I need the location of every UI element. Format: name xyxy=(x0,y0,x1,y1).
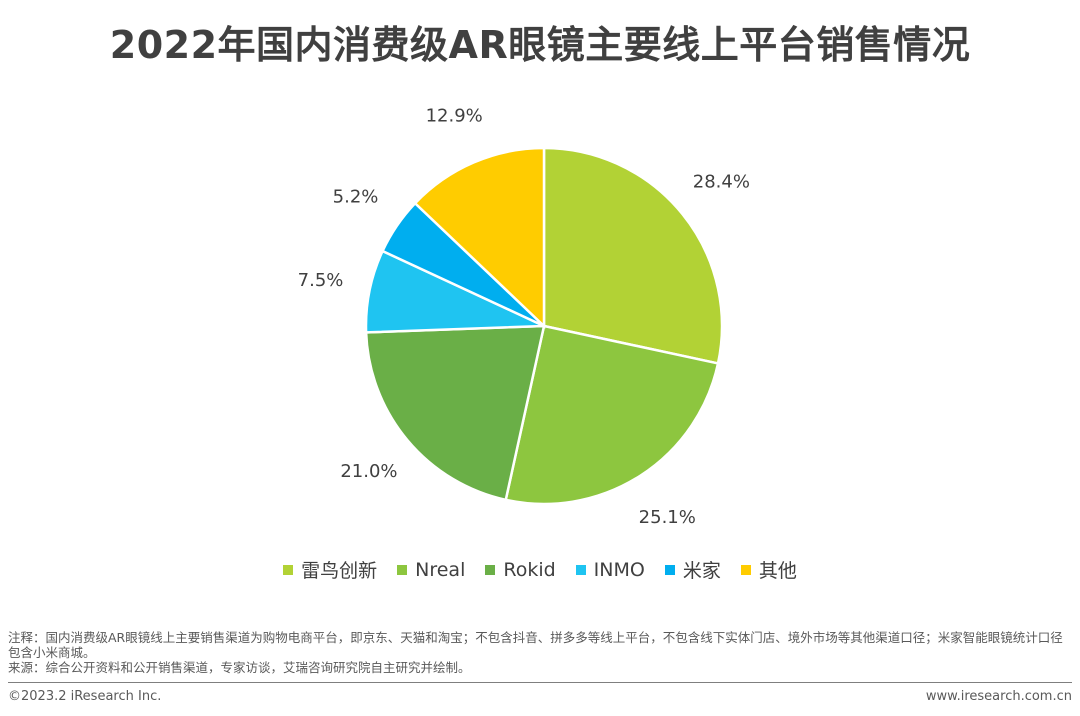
legend-label: Rokid xyxy=(503,558,556,581)
pie-slice-2 xyxy=(364,324,546,502)
pie-slice-1 xyxy=(504,324,720,506)
legend-label: 其他 xyxy=(758,560,797,582)
note-text: 注释：国内消费级AR眼镜线上主要销售渠道为购物电商平台，即京东、天猫和淘宝；不包… xyxy=(8,630,1063,660)
website-link[interactable]: www.iresearch.com.cn xyxy=(925,689,1072,704)
data-label-2: 21.0% xyxy=(340,461,397,482)
copyright-text: ©2023.2 iResearch Inc. xyxy=(8,689,162,704)
legend-item-0: 雷鸟创新 xyxy=(283,556,377,583)
chart-title: 2022年国内消费级AR眼镜主要线上平台销售情况 xyxy=(109,23,971,67)
chart-legend: 雷鸟创新 Nreal Rokid INMO 米家 其他 xyxy=(0,556,1080,583)
legend-item-4: 米家 xyxy=(664,556,721,583)
data-label-5: 12.9% xyxy=(426,105,483,126)
source-text: 来源：综合公开资料和公开销售渠道，专家访谈，艾瑞咨询研究院自主研究并绘制。 xyxy=(8,660,471,675)
legend-item-3: INMO xyxy=(575,558,645,581)
legend-swatch xyxy=(283,564,294,575)
data-label-4: 5.2% xyxy=(333,187,379,208)
pie-slice-5 xyxy=(413,146,546,329)
notes-block: 注释：国内消费级AR眼镜线上主要销售渠道为购物电商平台，即京东、天猫和淘宝；不包… xyxy=(8,630,1072,675)
legend-label: 米家 xyxy=(682,560,721,582)
data-label-3: 7.5% xyxy=(298,270,344,291)
pie-slice-0 xyxy=(542,146,724,365)
legend-swatch xyxy=(485,564,496,575)
legend-item-5: 其他 xyxy=(740,556,797,583)
legend-item-2: Rokid xyxy=(485,558,556,581)
legend-label: INMO xyxy=(593,558,645,581)
data-label-1: 25.1% xyxy=(639,507,696,528)
pie-chart: 28.4% 25.1% 21.0% 7.5% 5.2% 12.9% xyxy=(298,105,750,528)
legend-swatch xyxy=(740,564,751,575)
legend-item-1: Nreal xyxy=(397,559,465,581)
legend-label: Nreal xyxy=(415,558,466,581)
legend-swatch xyxy=(397,564,408,575)
footer-divider xyxy=(8,682,1072,683)
legend-label: 雷鸟创新 xyxy=(301,560,378,582)
legend-swatch xyxy=(664,564,675,575)
data-label-0: 28.4% xyxy=(693,172,750,193)
legend-swatch xyxy=(575,564,586,575)
